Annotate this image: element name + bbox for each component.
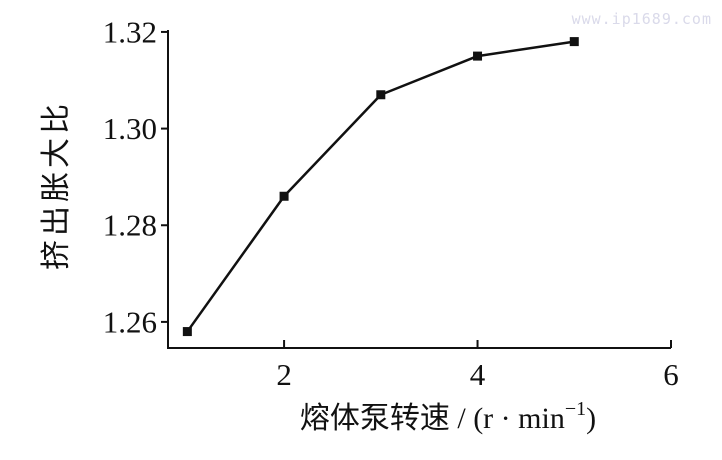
y-tick-label: 1.28 [103,208,157,243]
y-tick-label: 1.30 [103,111,157,146]
data-point-marker [182,327,192,337]
y-tick-label: 1.26 [103,304,157,339]
data-point-marker [569,37,579,47]
data-point-marker [473,51,483,61]
series-line [186,40,575,333]
data-point-marker [279,191,289,201]
data-point-marker [376,90,386,100]
axis-lines [167,30,671,349]
x-tick-label: 6 [663,357,679,392]
y-axis-title: 挤出胀大比 [40,100,73,270]
x-axis-title: 熔体泵转速 / (r · min−1) [300,398,596,435]
x-tick-label: 2 [276,357,292,392]
x-tick-label: 4 [470,357,486,392]
watermark-text: www.ip1689.com [571,10,712,28]
y-tick-label: 1.32 [103,14,157,49]
